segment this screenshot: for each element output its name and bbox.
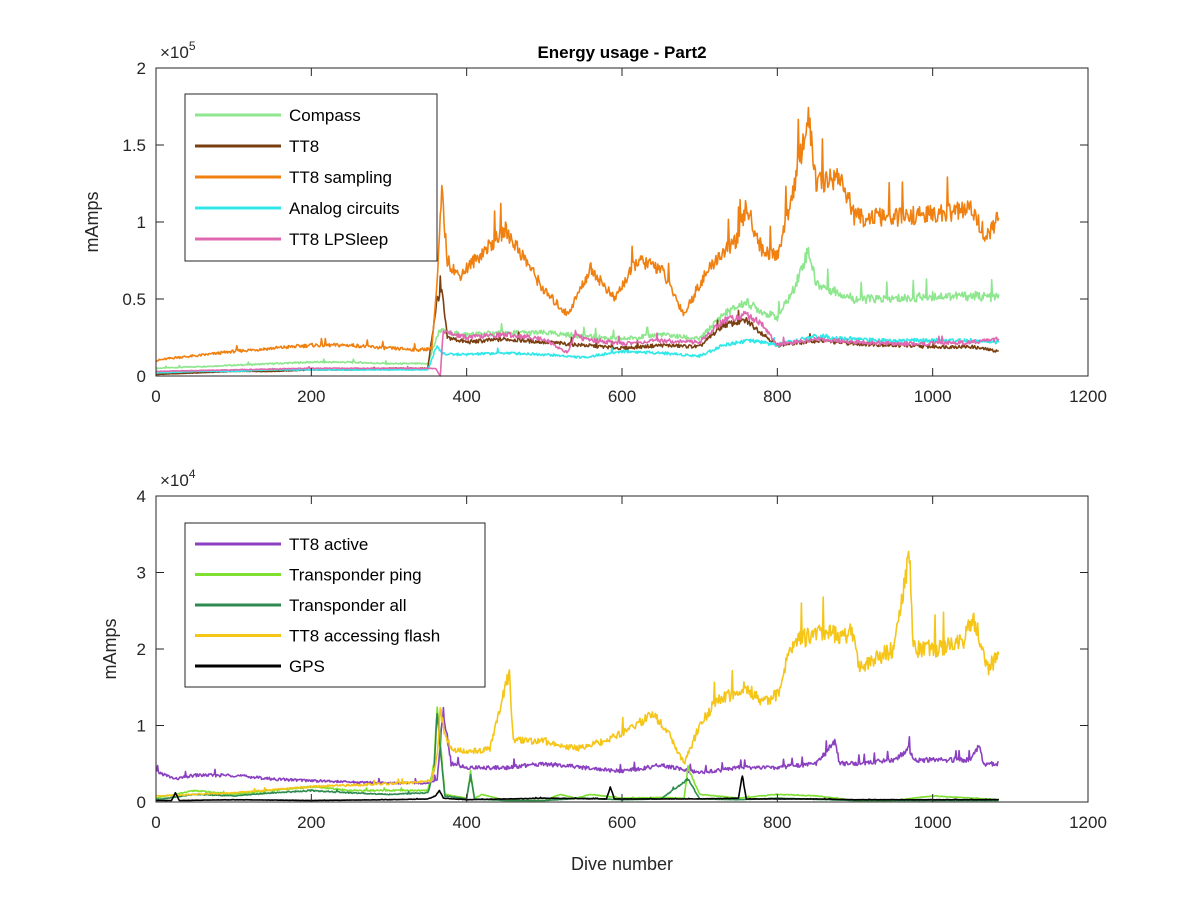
top-plot: Energy usage - Part2 mAmps ×105 0 200 400 6… bbox=[82, 39, 1107, 406]
x-tick-label: 0 bbox=[151, 387, 160, 406]
tick-layer: 0 200 400 600 800 1000 1200 0 1 2 3 4 bbox=[137, 487, 1107, 832]
legend-entry: GPS bbox=[289, 657, 325, 676]
y-tick-label: 0 bbox=[137, 793, 146, 812]
plot-title: Energy usage - Part2 bbox=[537, 43, 706, 62]
x-tick-label: 400 bbox=[452, 387, 480, 406]
y-tick-label: 1 bbox=[137, 213, 146, 232]
x-tick-label: 800 bbox=[763, 813, 791, 832]
x-tick-label: 200 bbox=[297, 387, 325, 406]
y-axis-label: mAmps bbox=[82, 191, 102, 252]
series-line-tt8-lpsleep bbox=[155, 310, 1000, 377]
bottom-plot: mAmps ×104 Dive number 0 200 400 600 800 1000… bbox=[100, 467, 1107, 874]
series-line-tt8-active bbox=[155, 706, 999, 785]
y-tick-label: 3 bbox=[137, 564, 146, 583]
y-tick-label: 1.5 bbox=[122, 136, 146, 155]
legend-entry: TT8 accessing flash bbox=[289, 627, 440, 646]
x-tick-label: 1200 bbox=[1069, 813, 1107, 832]
y-exponent: ×105 bbox=[160, 39, 196, 62]
x-tick-label: 1200 bbox=[1069, 387, 1107, 406]
x-axis-label: Dive number bbox=[571, 854, 673, 874]
series-line-compass bbox=[155, 246, 1000, 370]
series-line-tt8-sampling bbox=[155, 106, 1000, 363]
x-tick-label: 800 bbox=[763, 387, 791, 406]
y-tick-label: 0 bbox=[137, 367, 146, 386]
y-tick-label: 1 bbox=[137, 717, 146, 736]
legend-entry: TT8 bbox=[289, 137, 319, 156]
x-tick-label: 0 bbox=[151, 813, 160, 832]
legend: Compass TT8 TT8 sampling Analog circuits TT8… bbox=[184, 93, 438, 262]
series-layer bbox=[155, 106, 1000, 377]
y-tick-label: 2 bbox=[137, 640, 146, 659]
legend: TT8 active Transponder ping Transponder al… bbox=[184, 522, 486, 688]
x-tick-label: 400 bbox=[452, 813, 480, 832]
x-tick-label: 1000 bbox=[914, 387, 952, 406]
y-tick-label: 0.5 bbox=[122, 290, 146, 309]
legend-entry: TT8 active bbox=[289, 535, 368, 554]
series-line-analog-circuits bbox=[155, 333, 1000, 374]
x-tick-label: 600 bbox=[608, 387, 636, 406]
legend-entry: Transponder all bbox=[289, 596, 407, 615]
series-layer bbox=[155, 550, 1000, 802]
legend-entry: TT8 LPSleep bbox=[289, 230, 388, 249]
y-exponent: ×104 bbox=[160, 467, 196, 490]
legend-entry: Compass bbox=[289, 106, 361, 125]
legend-entry: Analog circuits bbox=[289, 199, 400, 218]
legend-entry: Transponder ping bbox=[289, 566, 422, 585]
legend-entry: TT8 sampling bbox=[289, 168, 392, 187]
x-tick-label: 600 bbox=[608, 813, 636, 832]
y-axis-label: mAmps bbox=[100, 618, 120, 679]
y-tick-label: 2 bbox=[137, 59, 146, 78]
series-line-tt8-accessing-flash bbox=[155, 550, 1000, 797]
series-line-gps bbox=[156, 775, 1000, 802]
tick-layer: 0 200 400 600 800 1000 1200 0 0.5 1 1.5 2 bbox=[122, 59, 1107, 406]
y-tick-label: 4 bbox=[137, 487, 146, 506]
x-tick-label: 1000 bbox=[914, 813, 952, 832]
x-tick-label: 200 bbox=[297, 813, 325, 832]
